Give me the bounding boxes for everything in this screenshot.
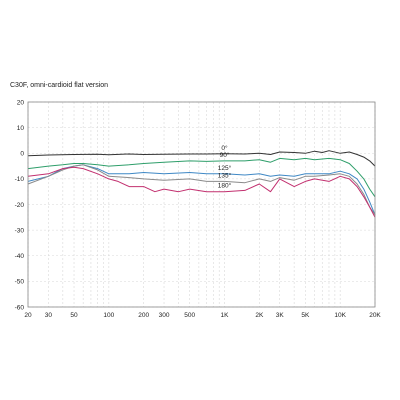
y-tick-label: 20 — [17, 99, 25, 106]
x-tick-label: 30 — [45, 312, 53, 319]
x-tick-label: 200 — [138, 312, 149, 319]
y-axis-ticks: 20 10 0 -10 -20 -30 -40 -50 -60 — [15, 99, 25, 311]
x-tick-label: 10K — [334, 312, 346, 319]
x-tick-label: 5K — [301, 312, 310, 319]
y-tick-label: -50 — [15, 279, 25, 286]
x-tick-label: 300 — [159, 312, 170, 319]
y-tick-label: 0 — [20, 151, 24, 158]
series-label: 135° — [218, 171, 232, 179]
x-tick-label: 3K — [276, 312, 285, 319]
y-tick-label: -40 — [15, 253, 25, 260]
series-line — [27, 150, 376, 167]
x-tick-label: 100 — [103, 312, 114, 319]
plot-border — [27, 101, 376, 308]
y-tick-label: -10 — [15, 176, 25, 183]
chart-title: C30F, omni-cardioid flat version — [10, 82, 108, 89]
x-tick-label: 1K — [221, 312, 230, 319]
series-labels: 0°90° 125°135° 180° — [218, 144, 232, 190]
series-lines — [27, 150, 376, 218]
series-label: 0° — [221, 144, 228, 152]
y-tick-label: 10 — [17, 125, 25, 132]
x-tick-label: 2K — [255, 312, 264, 319]
x-tick-label: 500 — [184, 312, 195, 319]
x-tick-label: 20K — [369, 312, 381, 319]
x-tick-label: 20 — [24, 312, 32, 319]
series-label: 125° — [218, 164, 232, 172]
x-axis-ticks: 20 30 50 100 200 300 500 1K 2K 3K 5K 10K 20K — [24, 312, 381, 319]
series-label: 90° — [220, 151, 230, 159]
series-line — [27, 166, 376, 218]
series-line — [27, 157, 376, 198]
y-tick-label: -30 — [15, 227, 25, 234]
series-label: 180° — [218, 182, 232, 190]
x-tick-label: 50 — [70, 312, 78, 319]
series-line — [27, 164, 376, 216]
y-tick-label: -20 — [15, 202, 25, 209]
y-tick-label: -60 — [15, 304, 25, 311]
